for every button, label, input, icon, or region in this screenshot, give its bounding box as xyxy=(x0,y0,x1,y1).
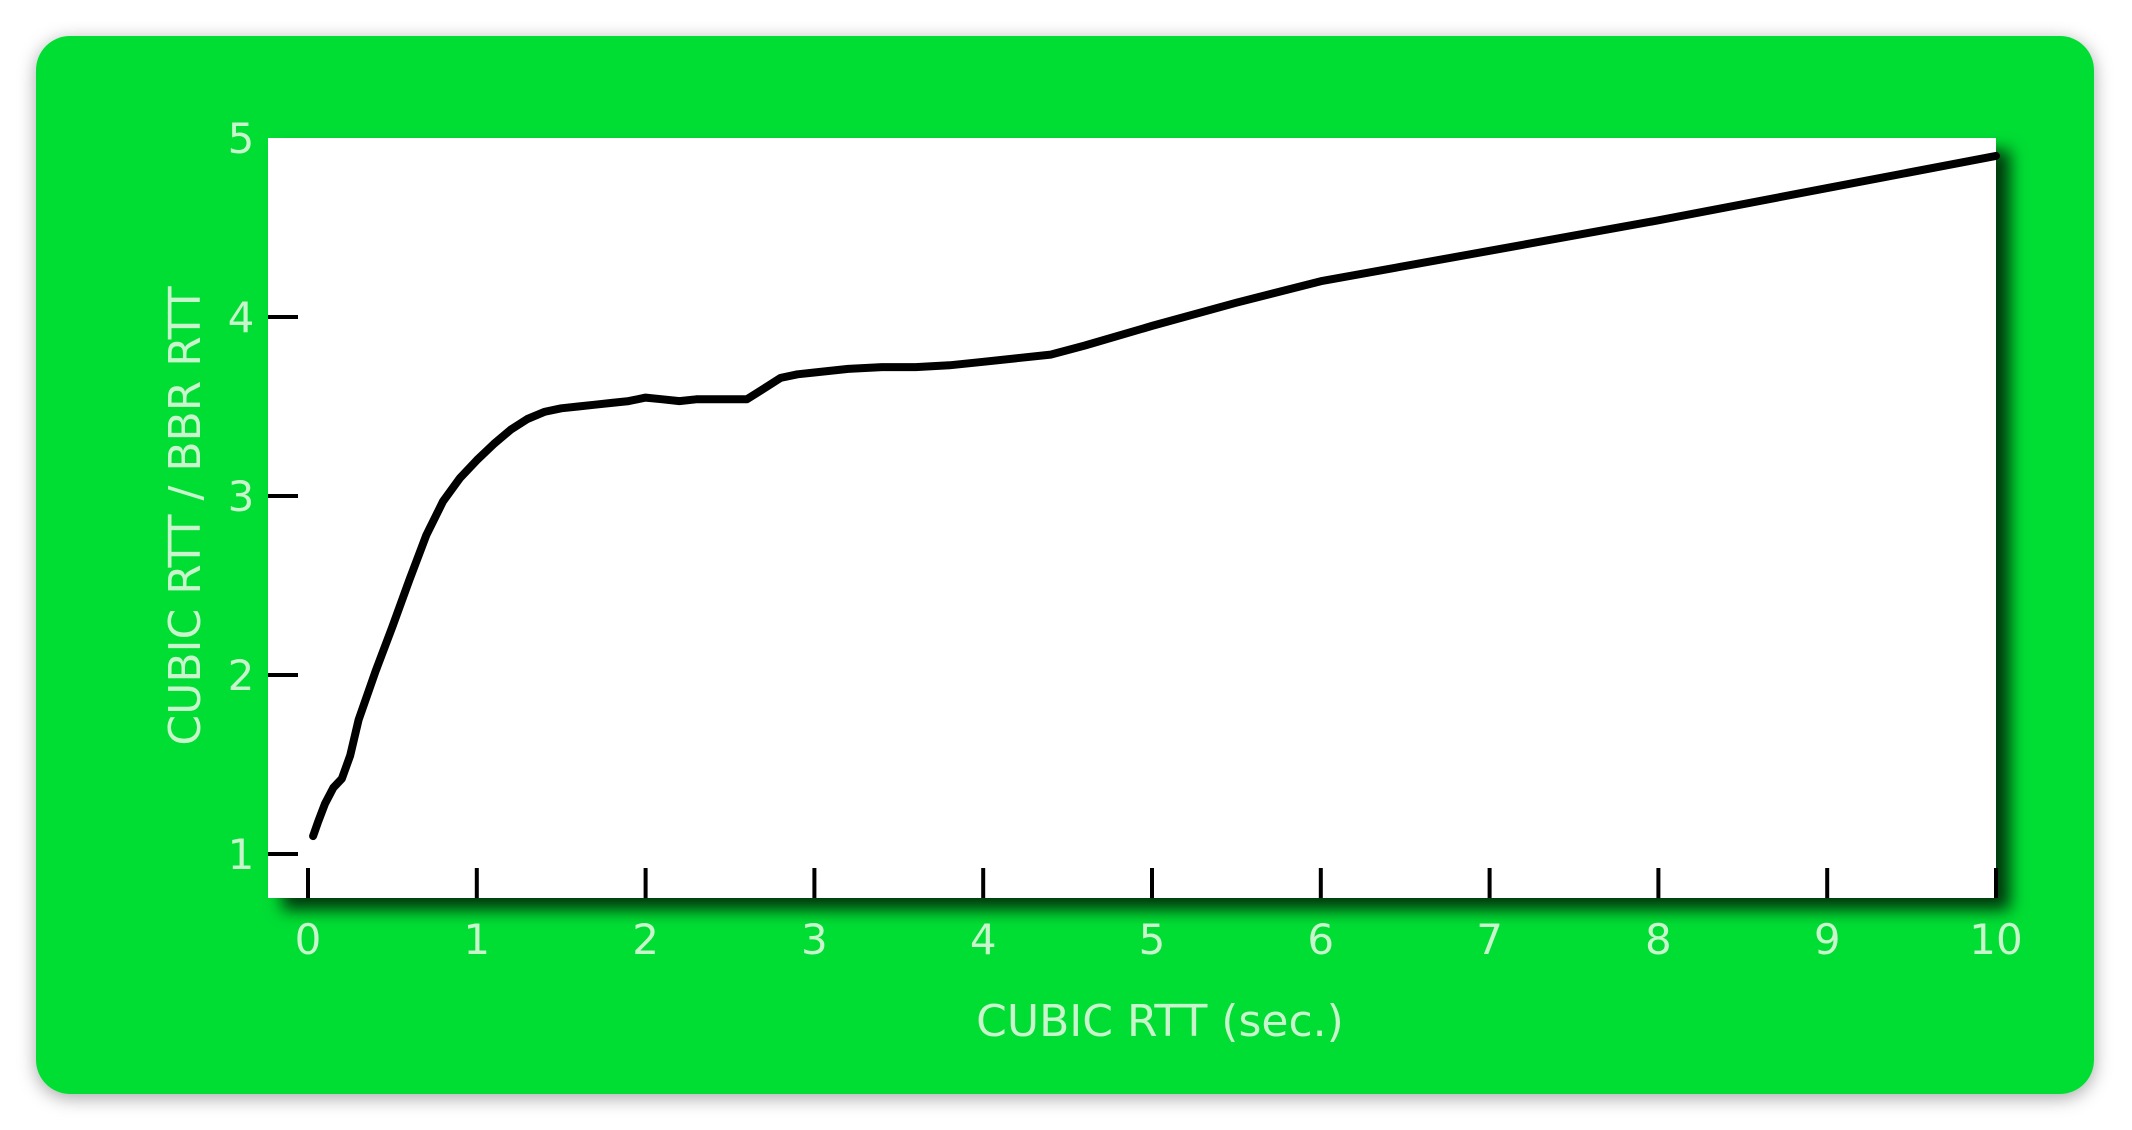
y-tick-label: 5 xyxy=(228,114,255,163)
x-tick-label: 2 xyxy=(632,915,659,964)
plot-area xyxy=(268,138,1996,898)
y-axis-title: CUBIC RTT / BBR RTT xyxy=(160,286,211,745)
y-tick-label: 2 xyxy=(228,651,255,700)
x-tick-label: 3 xyxy=(801,915,828,964)
x-tick-label: 0 xyxy=(295,915,322,964)
x-tick-label: 4 xyxy=(970,915,997,964)
series-line xyxy=(309,151,2000,841)
y-tick-label: 4 xyxy=(228,293,255,342)
x-tick-label: 5 xyxy=(1139,915,1166,964)
y-axis-ticks: 1 2 3 4 5 xyxy=(228,114,298,879)
x-tick-label: 9 xyxy=(1814,915,1841,964)
x-tick-label: 1 xyxy=(463,915,490,964)
x-tick-label: 10 xyxy=(1969,915,2022,964)
x-tick-label: 6 xyxy=(1307,915,1334,964)
x-axis-title: CUBIC RTT (sec.) xyxy=(976,996,1344,1047)
x-tick-label: 7 xyxy=(1476,915,1503,964)
x-axis-ticks: 0 1 2 3 4 5 6 7 8 9 10 xyxy=(295,868,2023,964)
y-tick-label: 3 xyxy=(228,472,255,521)
y-tick-label: 1 xyxy=(228,830,255,879)
x-tick-label: 8 xyxy=(1645,915,1672,964)
series-group xyxy=(309,151,2000,841)
